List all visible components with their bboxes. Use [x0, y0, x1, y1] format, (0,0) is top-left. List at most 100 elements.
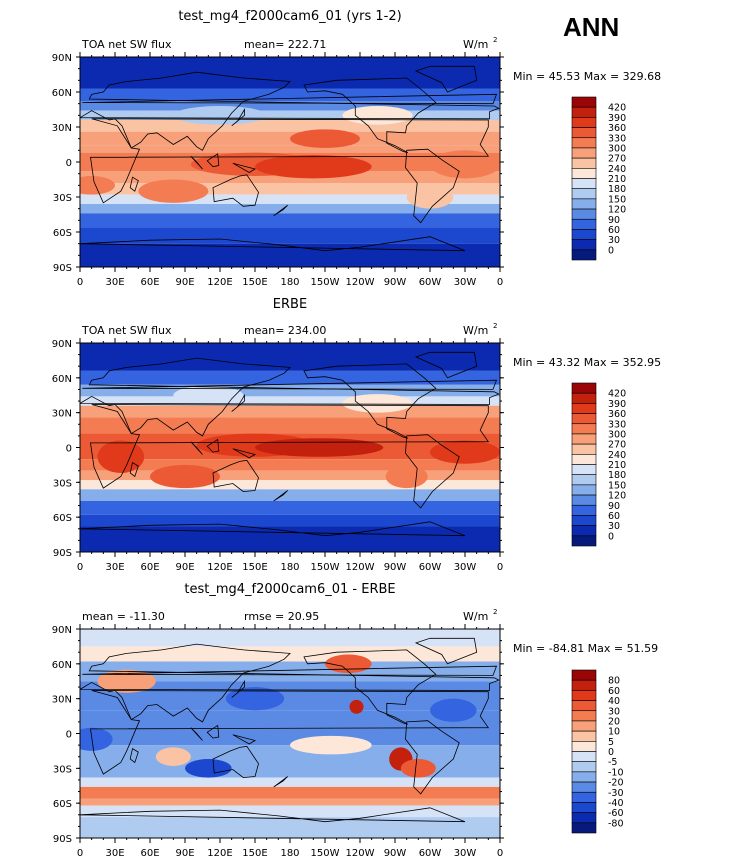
colorbar-swatch — [571, 781, 597, 793]
colorbar-swatch — [571, 127, 597, 139]
coastline — [80, 236, 466, 267]
center-label: rmse = 20.95 — [244, 610, 319, 623]
contour-blob — [400, 759, 436, 778]
colorbar-level-label: -80 — [608, 818, 624, 829]
coastline — [190, 441, 203, 455]
map-panel-1: 90N 60N 30N 0 30S 60S 90S 0 30E 60E 90E 120E 150E 180… — [52, 9, 661, 288]
contour-blob — [150, 464, 220, 489]
coastline — [231, 393, 245, 412]
lon-tick-label: 30W — [454, 562, 477, 573]
contour-blob — [173, 106, 267, 125]
lon-tick-label: 120E — [207, 277, 232, 288]
units-superscript: 2 — [493, 608, 497, 616]
contour-band — [80, 384, 500, 397]
colorbar-level-label: 90 — [608, 501, 620, 512]
colorbar-level-label: 60 — [608, 511, 620, 522]
lon-tick-label: 150W — [311, 848, 340, 859]
colorbar-level-label: 240 — [608, 164, 626, 175]
center-label: mean= 222.71 — [244, 38, 326, 51]
colorbar-swatch — [571, 771, 597, 783]
colorbar-swatch — [571, 168, 597, 179]
colorbar-level-label: 30 — [608, 235, 620, 246]
colorbar-swatch — [571, 791, 597, 803]
contour-band — [80, 405, 500, 418]
colorbar-swatch — [571, 720, 597, 732]
lat-tick-label: 60S — [53, 228, 72, 239]
lon-tick-label: 60E — [140, 277, 159, 288]
lat-tick-label: 60N — [52, 374, 72, 385]
lat-tick-label: 30S — [53, 193, 72, 204]
lat-tick-label: 0 — [66, 158, 72, 169]
lon-tick-label: 30E — [105, 562, 124, 573]
contour-band — [80, 101, 500, 111]
contour-band — [80, 213, 500, 228]
contour-band — [80, 489, 500, 501]
lat-tick-label: 90N — [52, 625, 72, 636]
colorbar-level-label: 270 — [608, 440, 626, 451]
colorbar-level-label: 180 — [608, 470, 626, 481]
contour-band — [80, 88, 500, 102]
lon-tick-label: 120E — [207, 562, 232, 573]
coastline — [80, 643, 500, 723]
lat-tick-label: 30N — [52, 695, 72, 706]
coastline — [80, 71, 500, 151]
coastline — [206, 438, 220, 453]
colorbar-level-label: 330 — [608, 419, 626, 430]
contour-band — [80, 500, 500, 515]
coastline — [405, 148, 460, 224]
colorbar-swatch — [571, 157, 597, 169]
colorbar-swatch — [571, 208, 597, 220]
colorbar-level-label: 5 — [608, 737, 614, 748]
colorbar-level-label: 80 — [608, 676, 620, 687]
min-max-label: Min = -84.81 Max = 51.59 — [513, 642, 658, 655]
contour-blob — [97, 669, 156, 693]
contour-blob — [349, 699, 364, 714]
coastline — [129, 176, 139, 192]
colorbar-swatch — [571, 700, 597, 712]
colorbar-level-label: -60 — [608, 808, 624, 819]
contour-band — [80, 805, 500, 818]
contour-blob — [155, 747, 191, 767]
lon-tick-label: 150W — [311, 277, 340, 288]
coastline — [129, 747, 139, 764]
units-label: W/m — [463, 610, 488, 623]
contour-band — [80, 745, 500, 778]
contour-field — [80, 57, 500, 267]
contour-band — [80, 480, 500, 490]
lon-tick-label: 150W — [311, 562, 340, 573]
colorbar-swatch — [571, 423, 597, 435]
coastline — [129, 461, 139, 478]
colorbar-swatch — [571, 741, 597, 752]
colorbar-level-label: 300 — [608, 143, 626, 154]
colorbar-swatch — [571, 494, 597, 506]
units-label: W/m — [463, 38, 488, 51]
lat-tick-label: 90S — [53, 548, 72, 559]
coastline — [80, 807, 466, 838]
colorbar-level-label: 270 — [608, 154, 626, 165]
contour-blob — [385, 464, 428, 489]
contour-blob — [290, 129, 360, 149]
lon-tick-label: 0 — [497, 277, 503, 288]
contour-band — [80, 145, 500, 153]
lat-tick-label: 0 — [66, 730, 72, 741]
contour-band — [80, 798, 500, 806]
colorbar-level-label: -5 — [608, 757, 617, 768]
coastline — [190, 155, 203, 170]
lon-tick-label: 0 — [77, 562, 83, 573]
contour-band — [80, 817, 500, 838]
contour-blob — [173, 385, 244, 405]
lat-tick-label: 60N — [52, 88, 72, 99]
contour-blob — [430, 440, 500, 464]
contour-band — [80, 183, 500, 195]
coastline — [231, 679, 245, 698]
colorbar-swatch — [571, 710, 597, 722]
contour-blob — [225, 687, 285, 711]
coastline — [273, 490, 288, 502]
coastline — [206, 724, 220, 739]
map-panel-2: 90N 60N 30N 0 30S 60S 90S 0 30E 60E 90E 120E 150E 180… — [52, 297, 661, 573]
map-panel-3: 90N 60N 30N 0 30S 60S 90S 0 30E 60E 90E 120E 150E 180… — [52, 582, 658, 859]
lon-tick-label: 120W — [346, 848, 375, 859]
colorbar-swatch — [571, 515, 597, 526]
contour-band — [80, 629, 500, 647]
